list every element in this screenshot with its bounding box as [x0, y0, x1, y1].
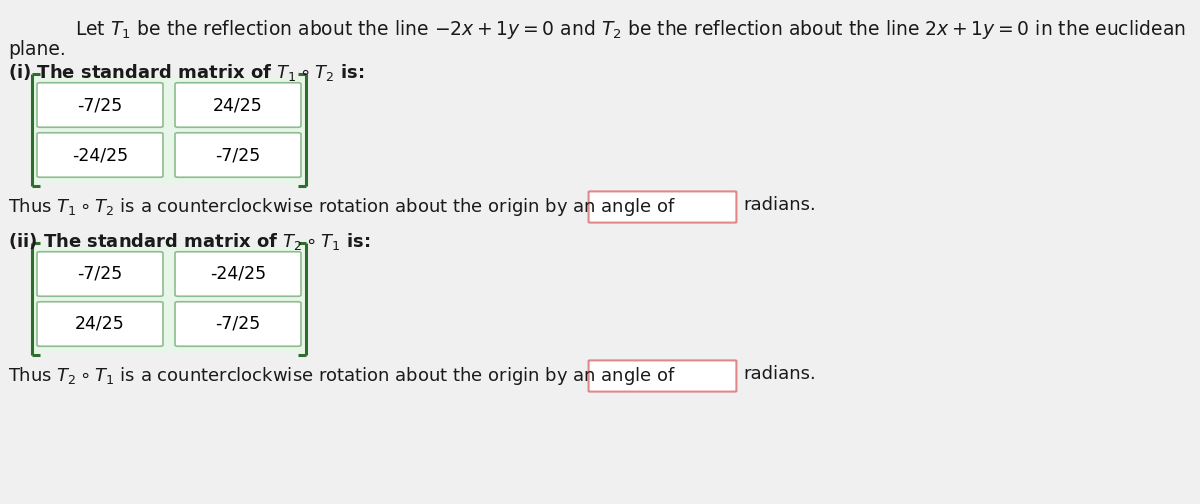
Text: radians.: radians. [743, 365, 816, 383]
FancyBboxPatch shape [30, 245, 307, 353]
FancyBboxPatch shape [37, 251, 163, 296]
Text: (ii) The standard matrix of $T_2 \circ T_1$ is:: (ii) The standard matrix of $T_2 \circ T… [8, 231, 371, 252]
Text: Let $T_1$ be the reflection about the line $-2x + 1y = 0$ and $T_2$ be the refle: Let $T_1$ be the reflection about the li… [74, 18, 1186, 41]
Text: (i) The standard matrix of $T_1 \circ T_2$ is:: (i) The standard matrix of $T_1 \circ T_… [8, 62, 365, 83]
Text: -24/25: -24/25 [72, 146, 128, 164]
FancyBboxPatch shape [175, 83, 301, 128]
FancyBboxPatch shape [588, 192, 737, 223]
Text: 24/25: 24/25 [214, 96, 263, 114]
Text: -7/25: -7/25 [77, 96, 122, 114]
FancyBboxPatch shape [175, 251, 301, 296]
Text: radians.: radians. [743, 196, 816, 214]
FancyBboxPatch shape [37, 83, 163, 128]
Text: -7/25: -7/25 [215, 146, 260, 164]
Text: -7/25: -7/25 [215, 315, 260, 333]
FancyBboxPatch shape [37, 302, 163, 346]
Text: -24/25: -24/25 [210, 265, 266, 283]
FancyBboxPatch shape [588, 360, 737, 392]
Text: -7/25: -7/25 [77, 265, 122, 283]
Text: Thus $T_2 \circ T_1$ is a counterclockwise rotation about the origin by an angle: Thus $T_2 \circ T_1$ is a counterclockwi… [8, 365, 676, 387]
Text: 24/25: 24/25 [76, 315, 125, 333]
FancyBboxPatch shape [30, 77, 307, 183]
Text: plane.: plane. [8, 40, 66, 59]
FancyBboxPatch shape [175, 302, 301, 346]
FancyBboxPatch shape [37, 133, 163, 177]
Text: Thus $T_1 \circ T_2$ is a counterclockwise rotation about the origin by an angle: Thus $T_1 \circ T_2$ is a counterclockwi… [8, 196, 676, 218]
FancyBboxPatch shape [175, 133, 301, 177]
